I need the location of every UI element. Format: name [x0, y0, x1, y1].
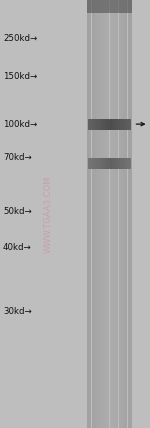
Bar	[110, 119, 112, 130]
Bar	[108, 0, 110, 428]
Bar	[123, 158, 125, 169]
Bar	[120, 0, 121, 428]
Bar	[99, 119, 101, 130]
Bar	[92, 119, 94, 130]
Bar	[129, 119, 131, 130]
Bar	[101, 119, 103, 130]
Bar	[129, 0, 130, 428]
Bar	[101, 158, 103, 169]
Bar	[90, 0, 92, 428]
Bar	[102, 0, 103, 428]
Text: 250kd→: 250kd→	[3, 34, 37, 43]
Bar	[100, 0, 102, 428]
Bar	[122, 0, 123, 428]
Bar	[116, 158, 118, 169]
Text: 40kd→: 40kd→	[3, 243, 32, 252]
Bar	[112, 119, 114, 130]
Bar	[123, 119, 125, 130]
Bar	[96, 119, 99, 130]
Bar	[99, 0, 100, 428]
Bar	[118, 0, 120, 428]
Bar	[105, 158, 107, 169]
Text: 50kd→: 50kd→	[3, 206, 32, 216]
Bar	[117, 0, 118, 428]
Bar	[124, 0, 125, 428]
Bar	[125, 119, 127, 130]
Bar	[114, 0, 115, 428]
Text: 100kd→: 100kd→	[3, 119, 37, 129]
Bar	[128, 0, 129, 428]
Bar	[94, 0, 95, 428]
Bar	[110, 158, 112, 169]
Bar	[107, 0, 108, 428]
Bar	[104, 0, 105, 428]
Bar	[131, 0, 132, 428]
Bar	[111, 0, 112, 428]
Bar	[96, 158, 99, 169]
Bar	[130, 0, 131, 428]
Bar	[89, 0, 90, 428]
Bar	[123, 0, 124, 428]
Bar	[87, 0, 88, 428]
Bar	[103, 0, 104, 428]
Bar	[116, 119, 118, 130]
Bar	[105, 119, 107, 130]
Bar	[115, 0, 116, 428]
Bar	[120, 158, 123, 169]
Bar	[93, 0, 94, 428]
Text: 150kd→: 150kd→	[3, 71, 37, 81]
Bar	[92, 0, 93, 428]
Bar	[103, 119, 105, 130]
Bar	[88, 0, 89, 428]
Bar	[107, 119, 110, 130]
Bar	[98, 0, 99, 428]
Bar	[90, 158, 92, 169]
Bar	[97, 0, 98, 428]
Bar	[110, 0, 111, 428]
Bar	[106, 0, 107, 428]
Bar	[105, 0, 106, 428]
Bar	[125, 158, 127, 169]
Bar	[125, 0, 126, 428]
Bar	[114, 119, 116, 130]
Text: 30kd→: 30kd→	[3, 307, 32, 316]
Bar	[112, 0, 113, 428]
Bar	[118, 158, 120, 169]
Bar	[114, 158, 116, 169]
Bar	[103, 158, 105, 169]
Text: 70kd→: 70kd→	[3, 153, 32, 162]
Bar	[88, 119, 90, 130]
Bar	[129, 158, 131, 169]
Bar	[120, 119, 123, 130]
Bar	[87, 0, 132, 13]
Bar	[116, 0, 117, 428]
Bar	[94, 158, 96, 169]
Bar	[92, 158, 94, 169]
Bar	[94, 119, 96, 130]
Bar	[127, 158, 129, 169]
Bar	[121, 0, 122, 428]
Bar	[95, 0, 96, 428]
Bar	[118, 119, 120, 130]
Bar	[126, 0, 128, 428]
Bar	[107, 158, 110, 169]
Bar	[127, 119, 129, 130]
Bar	[96, 0, 97, 428]
Bar	[113, 0, 114, 428]
Bar	[90, 119, 92, 130]
Bar	[99, 158, 101, 169]
Bar	[88, 158, 90, 169]
Text: WWW.TGAA3.COM: WWW.TGAA3.COM	[44, 175, 52, 253]
Bar	[112, 158, 114, 169]
